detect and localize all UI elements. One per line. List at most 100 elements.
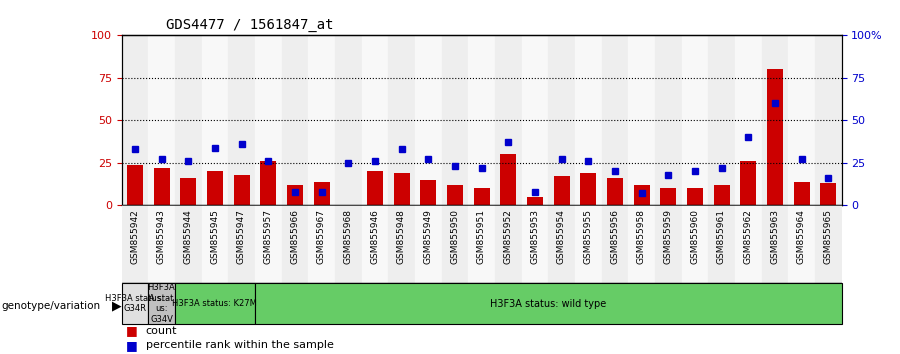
Bar [634,185,650,205]
Bar [468,35,495,205]
Bar [526,197,543,205]
Bar [282,205,308,283]
Bar [180,178,196,205]
Bar [734,35,761,205]
Bar [661,188,676,205]
Bar [446,185,463,205]
Text: GSM855960: GSM855960 [690,209,699,264]
Bar [308,35,335,205]
Bar [255,35,282,205]
Text: H3F3A status: wild type: H3F3A status: wild type [490,298,607,309]
Text: GSM855956: GSM855956 [610,209,619,264]
Bar [260,161,276,205]
Bar [820,183,836,205]
Text: GSM855948: GSM855948 [397,209,406,264]
Bar [122,283,148,324]
Bar [521,205,548,283]
Bar [420,180,436,205]
Bar [122,35,148,205]
Bar [575,205,601,283]
Bar [127,165,143,205]
Bar [255,283,842,324]
Text: ▶: ▶ [112,300,122,313]
Bar [388,205,415,283]
Bar [794,182,809,205]
Bar [154,168,169,205]
Text: count: count [146,326,177,336]
Bar [580,173,596,205]
Bar [335,205,362,283]
Text: GSM855966: GSM855966 [291,209,300,264]
Bar [814,205,842,283]
Text: GSM855952: GSM855952 [504,209,513,264]
Bar [495,35,521,205]
Bar [335,35,362,205]
Bar [788,35,814,205]
Bar [655,35,681,205]
Text: GSM855942: GSM855942 [130,209,140,264]
Bar [468,205,495,283]
Bar [415,205,442,283]
Bar [148,205,175,283]
Bar [442,205,468,283]
Bar [122,205,148,283]
Bar [767,69,783,205]
Bar [500,154,517,205]
Bar [814,35,842,205]
Bar [761,205,788,283]
Bar [308,205,335,283]
Bar [362,205,388,283]
Bar [554,176,570,205]
Bar [655,205,681,283]
Bar [282,35,308,205]
Bar [255,205,282,283]
Bar [229,35,255,205]
Bar [740,161,756,205]
Text: GSM855951: GSM855951 [477,209,486,264]
Bar [708,205,734,283]
Bar [521,35,548,205]
Text: H3F3A status:
G34R: H3F3A status: G34R [105,294,165,313]
Bar [415,35,442,205]
Bar [175,205,202,283]
Bar [681,35,708,205]
Bar [393,173,410,205]
Text: GSM855964: GSM855964 [797,209,806,264]
Text: GSM855946: GSM855946 [370,209,379,264]
Text: ■: ■ [126,339,138,352]
Bar [548,35,575,205]
Bar [687,188,703,205]
Text: GSM855967: GSM855967 [317,209,326,264]
Bar [628,205,655,283]
Bar [601,35,628,205]
Text: GSM855943: GSM855943 [157,209,166,264]
Bar [681,205,708,283]
Bar [202,35,229,205]
Text: GSM855953: GSM855953 [530,209,539,264]
Bar [575,35,601,205]
Bar [287,185,302,205]
Bar [175,283,255,324]
Bar [628,35,655,205]
Bar [202,205,229,283]
Text: percentile rank within the sample: percentile rank within the sample [146,340,334,350]
Bar [362,35,388,205]
Text: GSM855957: GSM855957 [264,209,273,264]
Bar [761,35,788,205]
Text: ■: ■ [126,325,138,337]
Bar [473,188,490,205]
Text: GSM855944: GSM855944 [184,209,193,264]
Bar [233,175,249,205]
Text: GDS4477 / 1561847_at: GDS4477 / 1561847_at [166,18,334,32]
Text: GSM855954: GSM855954 [557,209,566,264]
Text: GSM855945: GSM855945 [211,209,220,264]
Text: H3F3A
A stat
us:
G34V: H3F3A A stat us: G34V [148,284,176,324]
Bar [229,205,255,283]
Bar [442,35,468,205]
Bar [148,283,175,324]
Bar [548,205,575,283]
Text: H3F3A status: K27M: H3F3A status: K27M [173,299,257,308]
Text: GSM855965: GSM855965 [824,209,832,264]
Bar [175,35,202,205]
Text: GSM855961: GSM855961 [717,209,726,264]
